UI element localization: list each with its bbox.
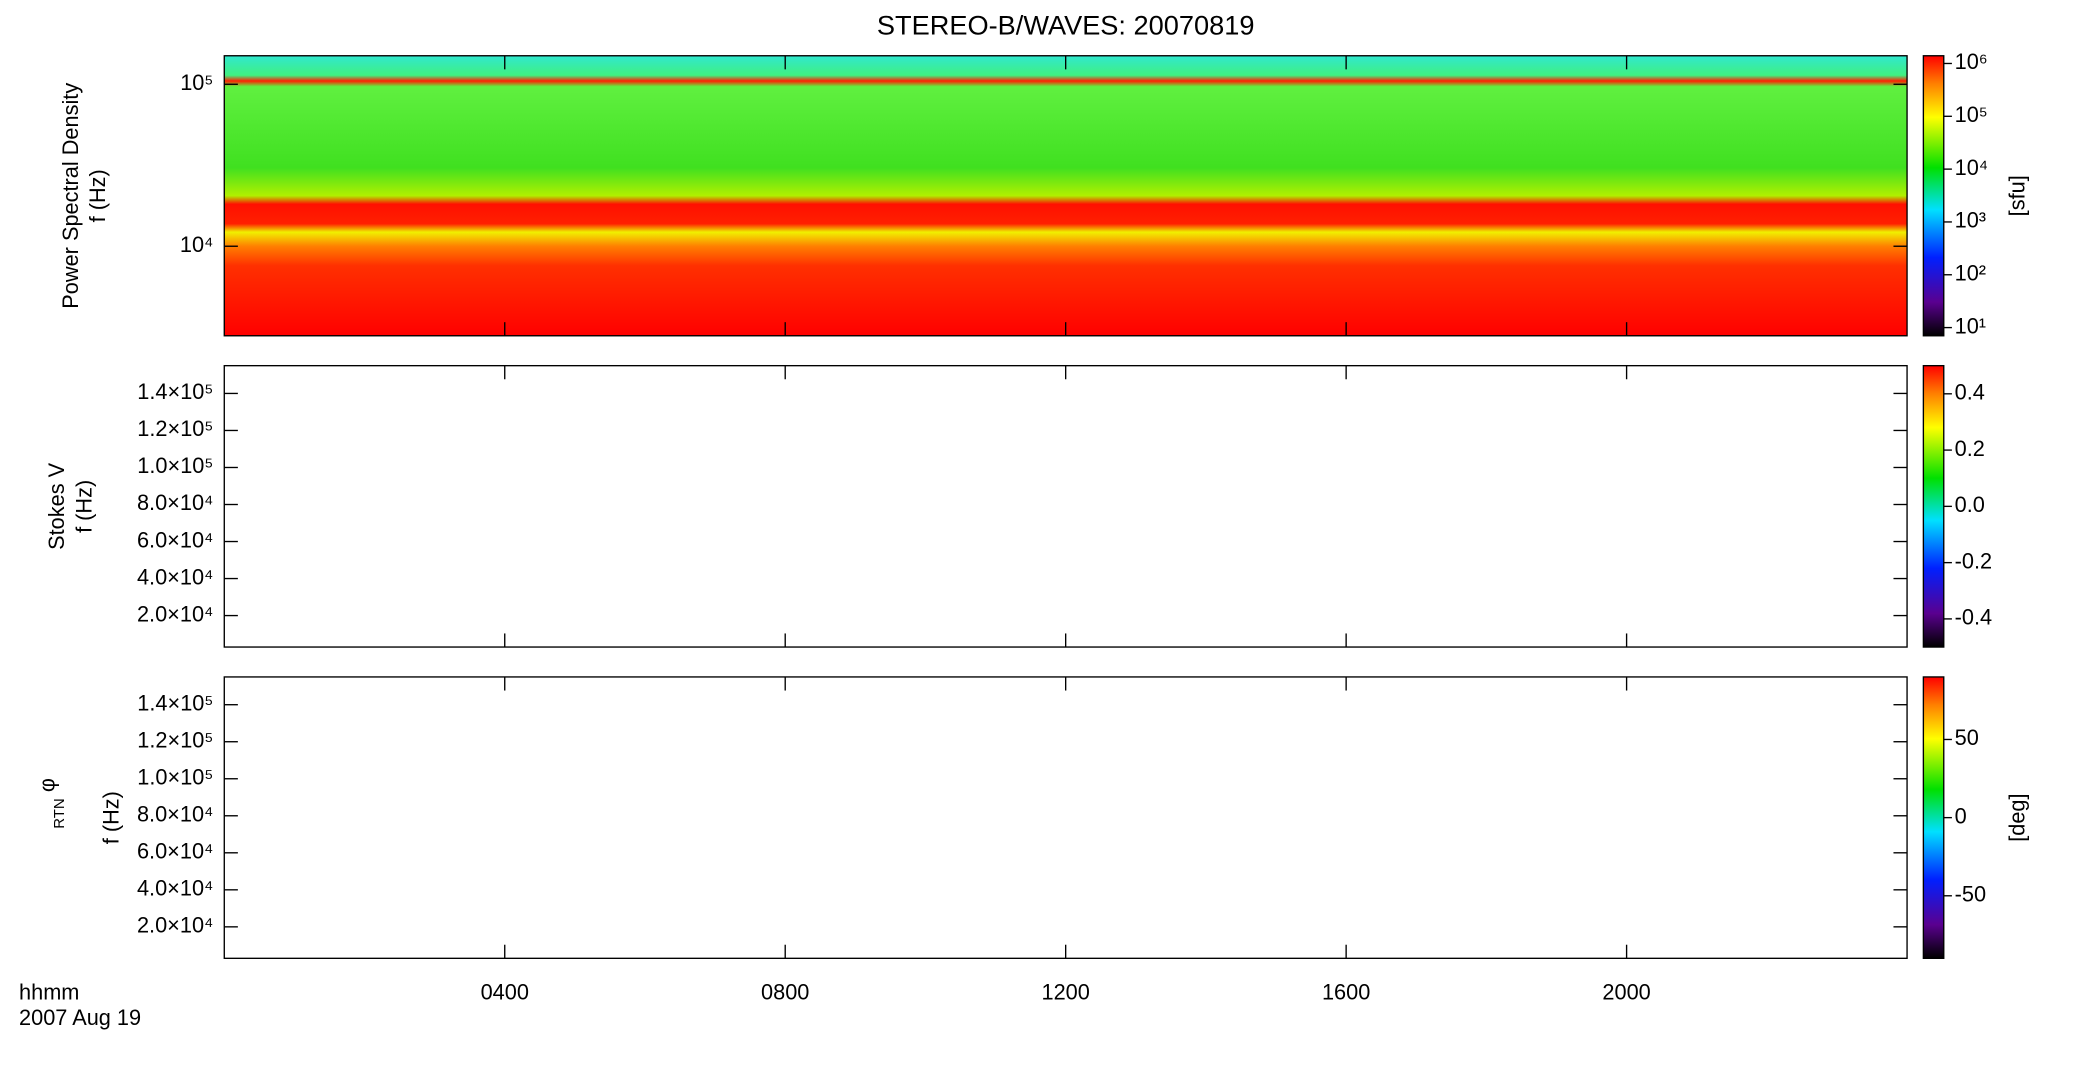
colorbar-tick-label: 10⁶ <box>1955 49 1988 74</box>
colorbar-tick-label: 0.4 <box>1955 380 1985 405</box>
plot-frame <box>223 676 1908 959</box>
y-tick-label: 1.2×10⁵ <box>137 416 213 441</box>
y-tick-label: 8.0×10⁴ <box>137 802 213 827</box>
colorbar <box>1922 676 1945 959</box>
colorbar-tick-label: 50 <box>1955 725 1979 750</box>
y-tick-label: 2.0×10⁴ <box>137 913 213 938</box>
colorbar-label: [sfu] <box>2004 175 2029 216</box>
y-tick-label: 2.0×10⁴ <box>137 601 213 626</box>
y-axis-label-symbol: φ <box>35 778 60 792</box>
colorbar <box>1922 364 1945 648</box>
colorbar-tick-label: 0 <box>1955 803 1967 828</box>
x-tick-label: 1600 <box>1322 979 1370 1004</box>
y-tick-label: 1.2×10⁵ <box>137 727 213 752</box>
x-tick-label: 1200 <box>1041 979 1089 1004</box>
colorbar-tick-label: 10¹ <box>1955 313 1986 338</box>
y-axis-label-subscript: RTN <box>51 798 68 828</box>
y-tick-label: 4.0×10⁴ <box>137 564 213 589</box>
y-axis-label: Power Spectral Density <box>58 83 83 309</box>
date-label: 2007 Aug 19 <box>19 1005 141 1030</box>
y-tick-label: 10⁴ <box>180 232 214 257</box>
y-tick-label: 1.0×10⁵ <box>137 765 213 790</box>
colorbar-tick-label: 10⁵ <box>1955 102 1988 127</box>
x-tick-label: 2000 <box>1602 979 1650 1004</box>
y-axis-label: f (Hz) <box>85 169 110 222</box>
colorbar-tick-label: 10⁴ <box>1955 155 1989 180</box>
colorbar-tick-label: -50 <box>1955 882 1986 907</box>
y-tick-label: 1.4×10⁵ <box>137 690 213 715</box>
y-tick-label: 6.0×10⁴ <box>137 839 213 864</box>
plot-frame <box>223 364 1908 648</box>
x-label: hhmm <box>19 979 79 1004</box>
colorbar-tick-label: 10³ <box>1955 208 1986 233</box>
x-tick-label: 0400 <box>481 979 529 1004</box>
y-axis-label: f (Hz) <box>71 480 96 533</box>
y-tick-label: 4.0×10⁴ <box>137 876 213 901</box>
colorbar-tick-label: 0.2 <box>1955 436 1985 461</box>
y-tick-label: 10⁵ <box>180 70 213 95</box>
colorbar-tick-label: -0.2 <box>1955 548 1992 573</box>
y-tick-label: 1.4×10⁵ <box>137 379 213 404</box>
title: STEREO-B/WAVES: 20070819 <box>877 9 1255 40</box>
y-axis-label: f (Hz) <box>99 791 124 844</box>
colorbar <box>1922 55 1945 337</box>
colorbar-tick-label: -0.4 <box>1955 605 1992 630</box>
y-tick-label: 8.0×10⁴ <box>137 490 213 515</box>
y-axis-label: Stokes V <box>44 462 69 549</box>
colorbar-tick-label: 10² <box>1955 261 1986 286</box>
colorbar-label: [deg] <box>2004 793 2029 841</box>
y-tick-label: 6.0×10⁴ <box>137 527 213 552</box>
x-tick-label: 0800 <box>761 979 809 1004</box>
colorbar-tick-label: 0.0 <box>1955 492 1985 517</box>
y-tick-label: 1.0×10⁵ <box>137 453 213 478</box>
spectrogram-image <box>224 55 1908 336</box>
